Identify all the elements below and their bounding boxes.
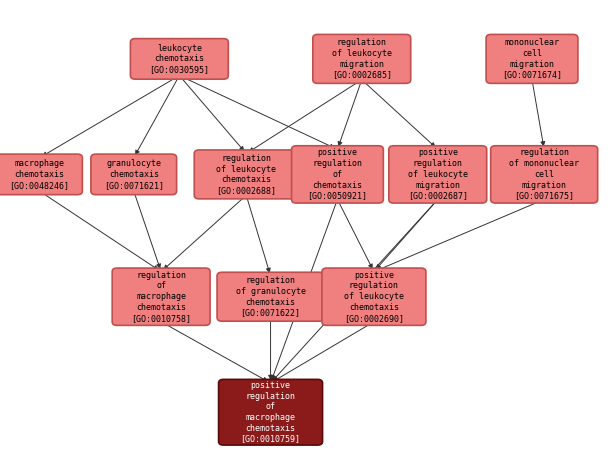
Text: positive
regulation
of leukocyte
chemotaxis
[GO:0002690]: positive regulation of leukocyte chemota… [344, 271, 404, 323]
Text: positive
regulation
of leukocyte
migration
[GO:0002687]: positive regulation of leukocyte migrati… [408, 149, 468, 200]
Text: regulation
of mononuclear
cell
migration
[GO:0071675]: regulation of mononuclear cell migration… [509, 149, 579, 200]
FancyBboxPatch shape [217, 272, 324, 321]
Text: regulation
of granulocyte
chemotaxis
[GO:0071622]: regulation of granulocyte chemotaxis [GO… [235, 276, 306, 318]
Text: regulation
of leukocyte
chemotaxis
[GO:0002688]: regulation of leukocyte chemotaxis [GO:0… [216, 154, 276, 195]
Text: positive
regulation
of
macrophage
chemotaxis
[GO:0010759]: positive regulation of macrophage chemot… [241, 381, 300, 443]
FancyBboxPatch shape [313, 34, 411, 83]
FancyBboxPatch shape [389, 146, 486, 203]
Text: granulocyte
chemotaxis
[GO:0071621]: granulocyte chemotaxis [GO:0071621] [104, 159, 164, 190]
FancyBboxPatch shape [112, 268, 210, 325]
FancyBboxPatch shape [219, 380, 322, 445]
Text: macrophage
chemotaxis
[GO:0048246]: macrophage chemotaxis [GO:0048246] [10, 159, 69, 190]
FancyBboxPatch shape [292, 146, 384, 203]
Text: positive
regulation
of
chemotaxis
[GO:0050921]: positive regulation of chemotaxis [GO:00… [308, 149, 367, 200]
FancyBboxPatch shape [491, 146, 598, 203]
Text: regulation
of leukocyte
migration
[GO:0002685]: regulation of leukocyte migration [GO:00… [332, 38, 392, 80]
FancyBboxPatch shape [486, 34, 578, 83]
FancyBboxPatch shape [91, 154, 176, 195]
Text: leukocyte
chemotaxis
[GO:0030595]: leukocyte chemotaxis [GO:0030595] [150, 43, 209, 74]
Text: mononuclear
cell
migration
[GO:0071674]: mononuclear cell migration [GO:0071674] [502, 38, 562, 80]
FancyBboxPatch shape [0, 154, 82, 195]
FancyBboxPatch shape [322, 268, 426, 325]
Text: regulation
of
macrophage
chemotaxis
[GO:0010758]: regulation of macrophage chemotaxis [GO:… [131, 271, 191, 323]
FancyBboxPatch shape [195, 150, 298, 199]
FancyBboxPatch shape [130, 39, 228, 79]
